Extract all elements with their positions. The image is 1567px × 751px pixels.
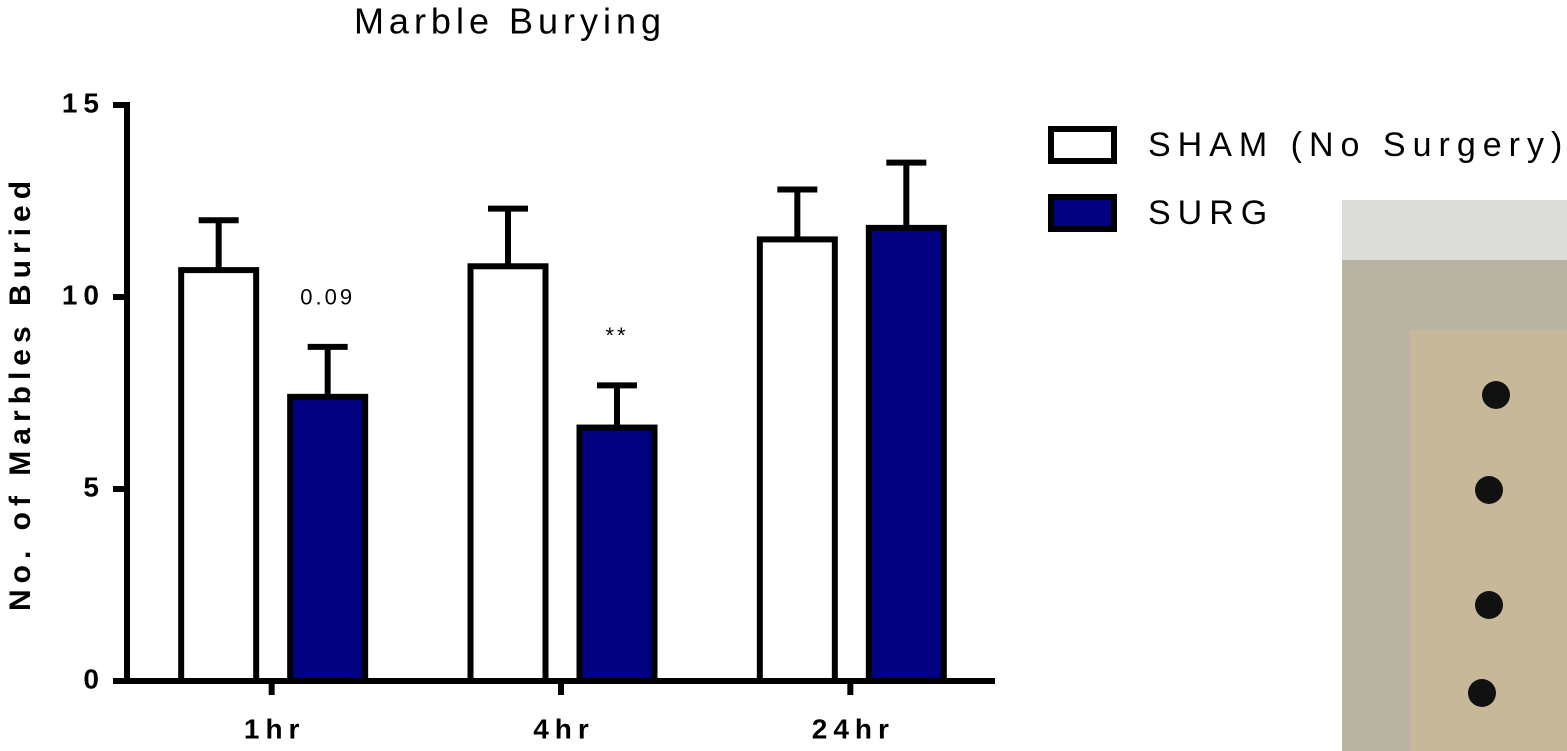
y-tick-label: 15: [62, 87, 105, 118]
bar: [756, 236, 838, 684]
annotation: **: [605, 323, 628, 348]
chart-title: Marble Burying: [354, 1, 666, 42]
x-tick-label: 4hr: [533, 713, 595, 744]
bar: [467, 263, 549, 684]
marble: [1475, 591, 1503, 619]
legend-swatch: [1048, 194, 1117, 232]
y-tick-label: 5: [83, 471, 105, 502]
marble: [1482, 381, 1510, 409]
y-tick-label: 10: [62, 279, 105, 310]
annotation: 0.09: [300, 285, 355, 310]
y-axis-label: No. of Marbles Buried: [4, 175, 37, 611]
x-tick-label: 1hr: [244, 713, 306, 744]
legend-label: SURG: [1148, 194, 1274, 232]
photo: [1342, 200, 1567, 751]
x-tick-label: 24hr: [812, 713, 895, 744]
bar: [287, 393, 369, 684]
photo-wall: [1342, 200, 1567, 260]
marble: [1468, 679, 1496, 707]
bar: [576, 424, 658, 684]
y-tick-label: 0: [83, 663, 105, 694]
legend-swatch: [1048, 126, 1117, 164]
marble: [1475, 476, 1503, 504]
bar: [178, 267, 260, 684]
bar: [865, 224, 947, 684]
legend-label: SHAM (No Surgery): [1148, 126, 1567, 164]
